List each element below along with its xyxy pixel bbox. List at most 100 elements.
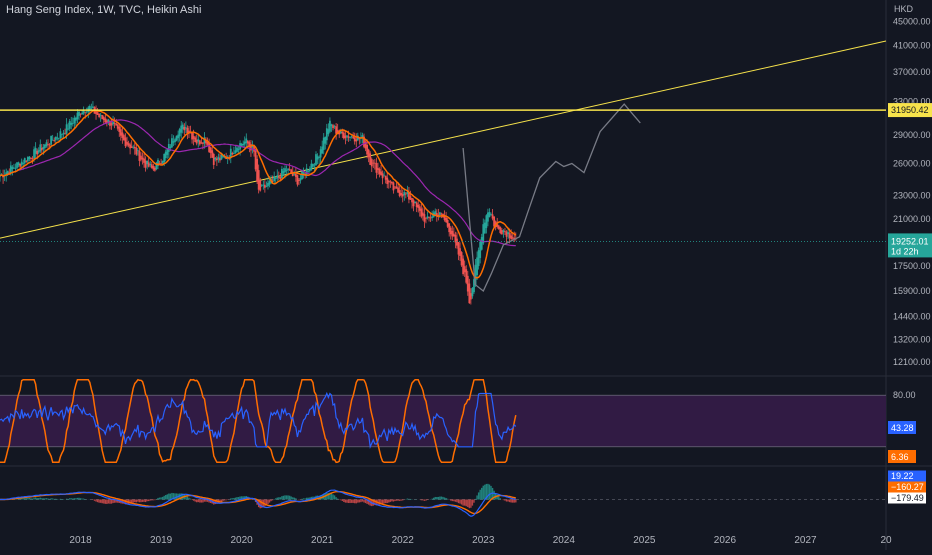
candle-body	[69, 121, 71, 129]
candle-body	[25, 161, 27, 162]
candle-body	[382, 173, 384, 178]
macd-histogram-bar	[286, 495, 287, 499]
macd-histogram-bar	[225, 500, 226, 501]
candle-body	[506, 231, 508, 236]
macd-histogram-bar	[196, 500, 197, 503]
macd-histogram-bar	[284, 495, 285, 499]
candle-body	[310, 164, 312, 170]
candle-body	[269, 181, 271, 184]
macd-histogram-bar	[78, 498, 79, 500]
candle-body	[77, 113, 79, 120]
candle-body	[47, 144, 49, 145]
y-tick-label: 37000.00	[893, 67, 931, 77]
y-tick-label: 41000.00	[893, 40, 931, 50]
candle-body	[39, 144, 41, 151]
macd-histogram-bar	[33, 498, 34, 500]
candle-body	[120, 129, 122, 135]
macd-histogram-bar	[289, 496, 290, 500]
x-tick-label: 2026	[714, 535, 737, 546]
candle-body	[114, 123, 116, 124]
candle-body	[481, 237, 483, 250]
macd-histogram-bar	[452, 500, 453, 502]
macd-histogram-bar	[342, 500, 343, 501]
candle-body	[499, 227, 501, 233]
macd-histogram-bar	[407, 499, 408, 500]
candle-body	[331, 124, 333, 126]
macd-histogram-bar	[349, 500, 350, 504]
candle-body	[154, 168, 156, 171]
macd-histogram-bar	[168, 494, 169, 500]
macd-histogram-bar	[385, 500, 386, 504]
candle-body	[439, 212, 441, 215]
macd-histogram-bar	[188, 498, 189, 500]
macd-histogram-bar	[346, 500, 347, 503]
macd-histogram-bar	[306, 498, 307, 500]
macd-histogram-bar	[510, 500, 511, 503]
macd-histogram-bar	[421, 500, 422, 501]
macd-histogram-bar	[456, 500, 457, 503]
candle-body	[196, 140, 198, 144]
candle-body	[67, 129, 69, 130]
macd-histogram-bar	[137, 500, 138, 502]
candle-body	[18, 162, 20, 165]
candle-body	[459, 248, 461, 256]
macd-histogram-bar	[30, 498, 31, 499]
macd-histogram-bar	[41, 498, 42, 499]
candle-body	[492, 214, 494, 218]
macd-histogram-bar	[473, 500, 474, 503]
macd-histogram-bar	[450, 500, 451, 501]
candle-body	[300, 178, 302, 180]
candle-body	[425, 218, 427, 219]
candle-body	[317, 156, 319, 159]
candle-body	[279, 177, 281, 179]
macd-histogram-bar	[74, 498, 75, 499]
candle-body	[431, 216, 433, 217]
candle-body	[461, 252, 463, 265]
candle-body	[128, 143, 130, 145]
y-tick-label: 45000.00	[893, 16, 931, 26]
candle-body	[16, 162, 18, 168]
macd-histogram-bar	[57, 499, 58, 500]
candle-body	[341, 132, 343, 134]
candle-body	[462, 259, 464, 274]
macd-histogram-bar	[483, 486, 484, 500]
candle-body	[145, 161, 147, 168]
macd-histogram-bar	[352, 500, 353, 503]
candle-body	[479, 242, 481, 258]
macd-histogram-bar	[267, 500, 268, 505]
candle-body	[465, 269, 467, 282]
macd-histogram-bar	[198, 500, 199, 503]
macd-histogram-bar	[503, 500, 504, 501]
candle-body	[247, 141, 249, 144]
macd-histogram-bar	[264, 500, 265, 507]
candle-body	[41, 148, 43, 150]
macd-histogram-bar	[40, 498, 41, 500]
candle-body	[368, 150, 370, 158]
macd-histogram-bar	[397, 500, 398, 501]
macd-histogram-bar	[142, 500, 143, 502]
macd-histogram-bar	[52, 498, 53, 499]
macd-histogram-bar	[357, 500, 358, 503]
candle-body	[245, 139, 247, 143]
last-price-label: 19252.01	[891, 236, 929, 246]
candle-body	[194, 137, 196, 142]
candle-body	[132, 147, 134, 148]
candle-body	[97, 112, 99, 115]
macd-histogram-bar	[334, 495, 335, 499]
candle-body	[84, 112, 86, 113]
candle-body	[416, 203, 418, 208]
candle-body	[173, 141, 175, 143]
macd-histogram-bar	[202, 500, 203, 503]
candle-body	[501, 230, 503, 234]
macd-histogram-bar	[363, 500, 364, 503]
candle-body	[391, 182, 393, 184]
macd-histogram-bar	[165, 495, 166, 499]
y-tick-label: 29000.00	[893, 130, 931, 140]
candle-body	[320, 149, 322, 157]
candle-body	[507, 232, 509, 234]
candle-body	[293, 174, 295, 175]
candle-body	[278, 177, 280, 178]
candle-body	[55, 137, 57, 141]
